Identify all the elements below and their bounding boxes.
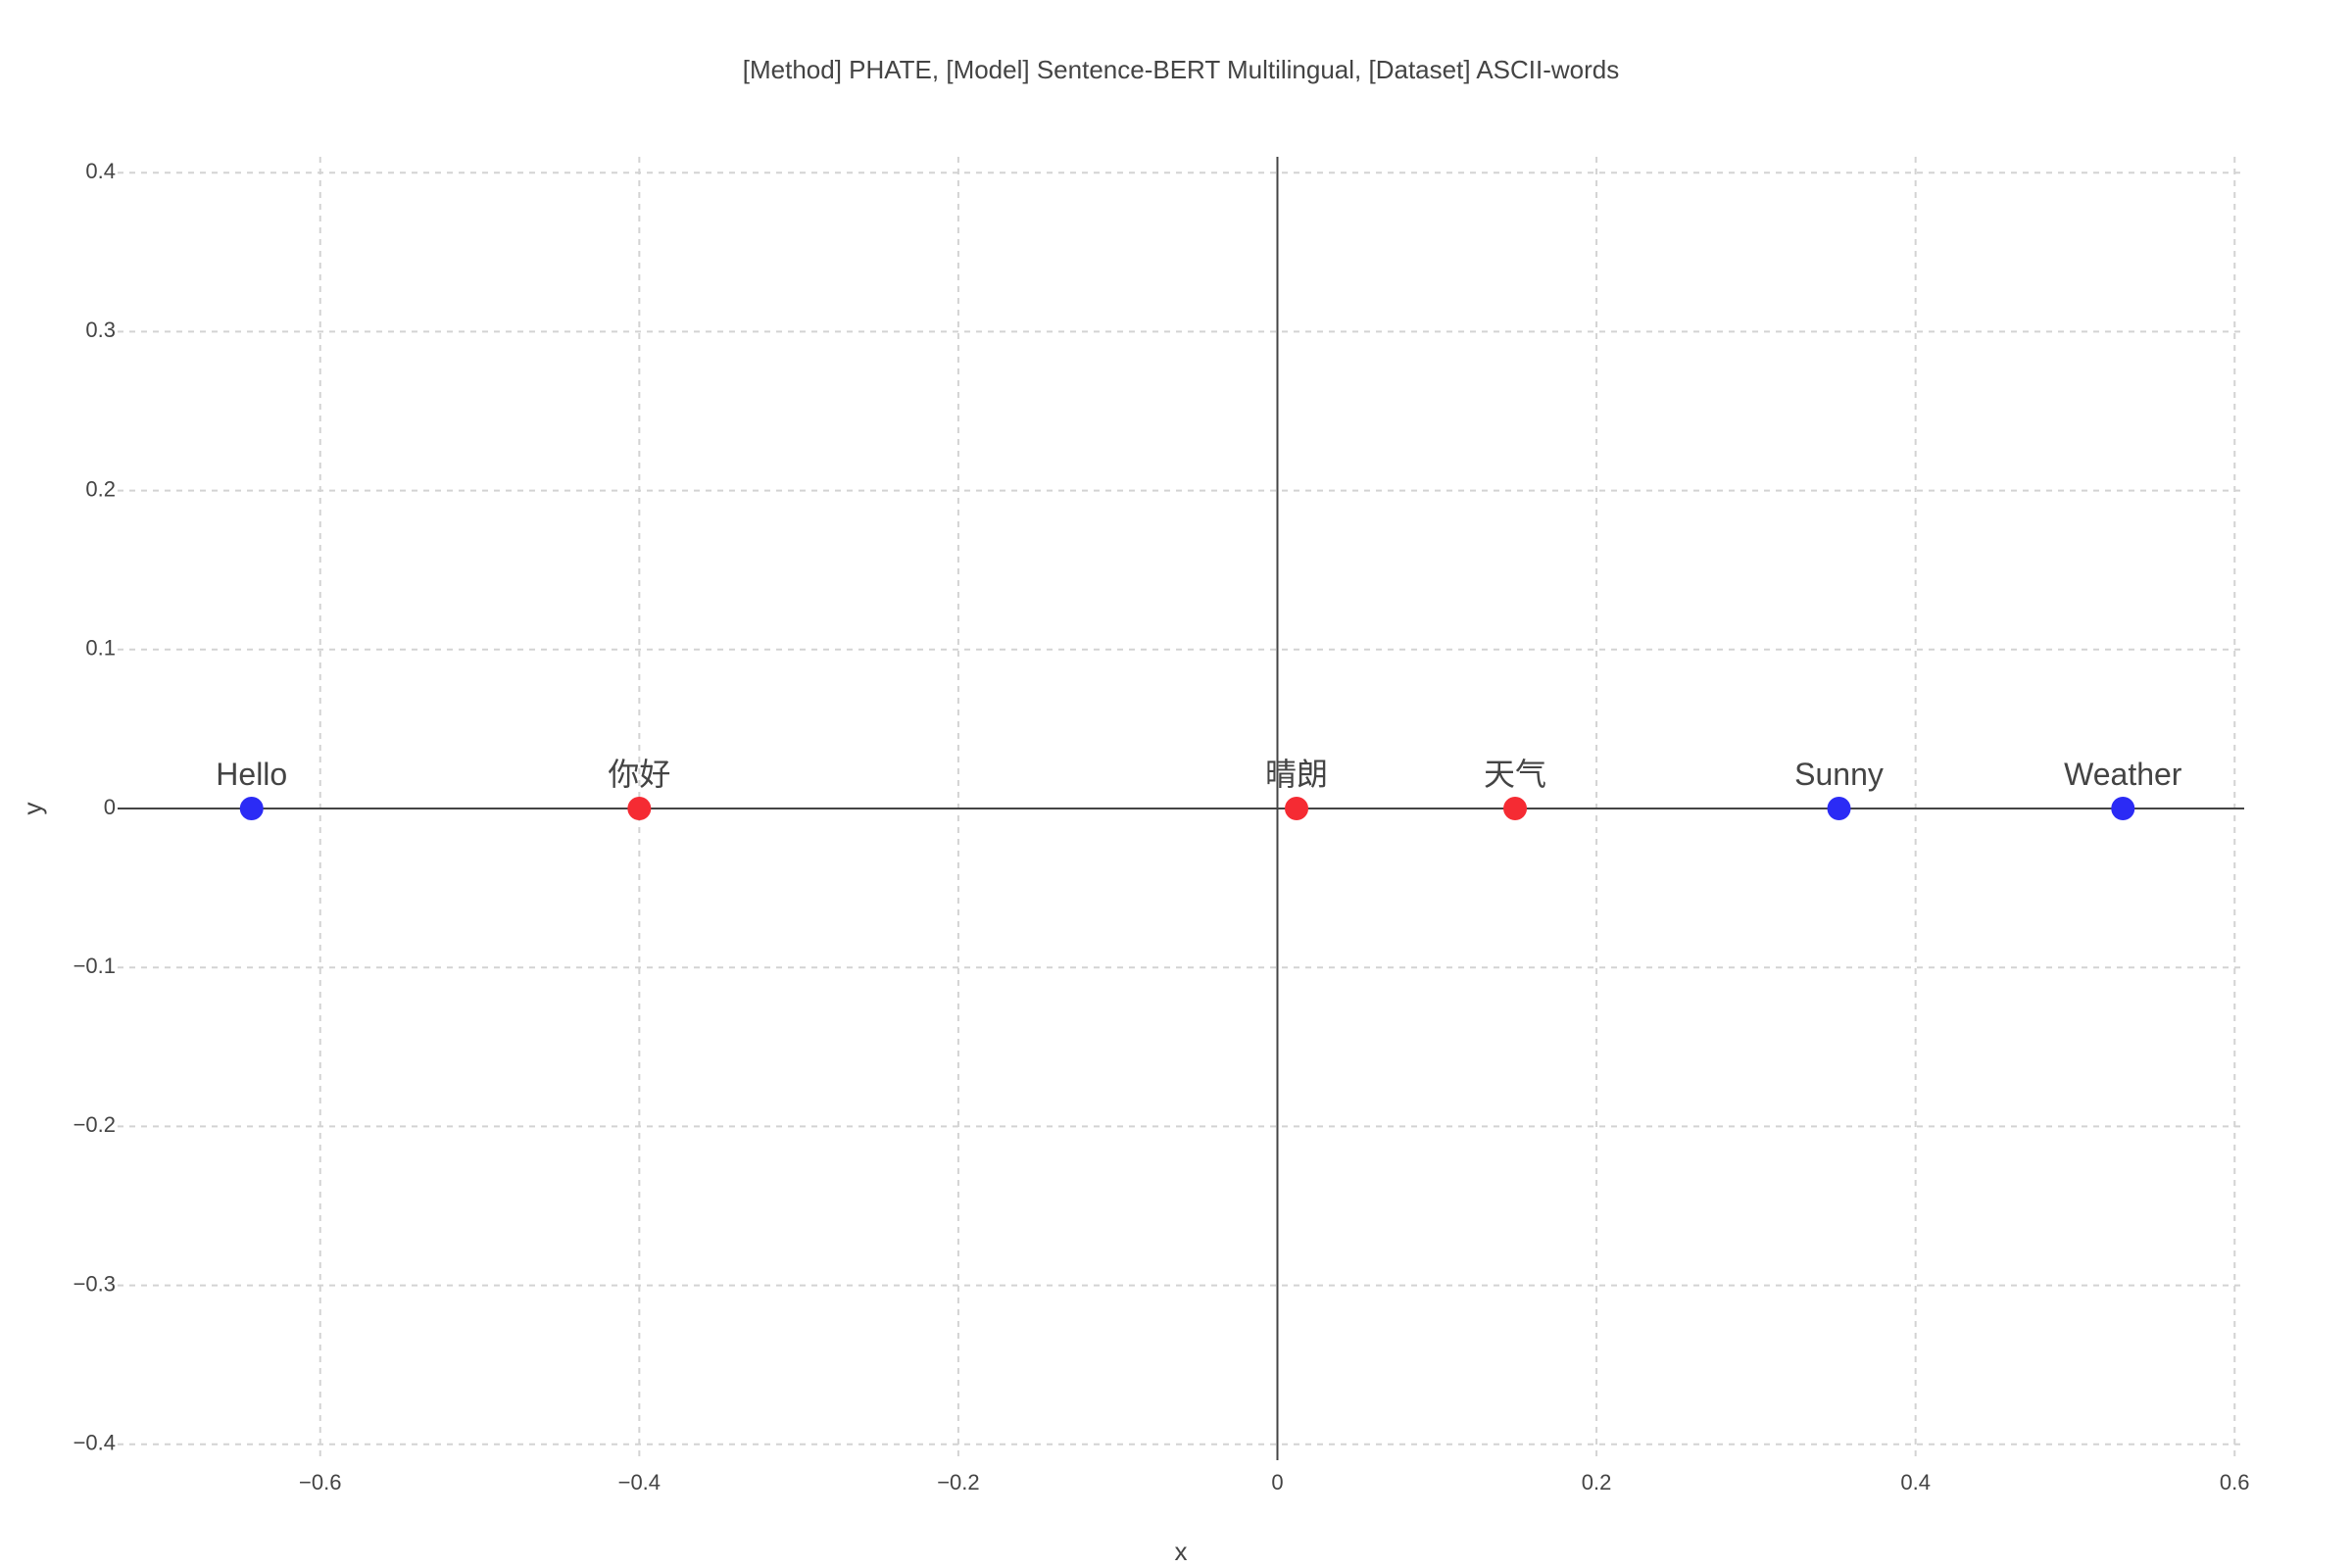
point-label: 晴朗 [1265,757,1328,792]
x-tick-label: 0.6 [2220,1470,2250,1494]
y-tick-label: 0 [104,795,116,819]
data-point[interactable] [1285,797,1309,820]
data-point[interactable] [239,797,264,820]
y-axis-ticks: 0.4 0.3 0.2 0.1 0 −0.1 −0.2 −0.3 −0.4 [74,159,116,1455]
data-point[interactable] [1503,797,1528,820]
x-tick-label: −0.4 [618,1470,661,1494]
chart-title: [Method] PHATE, [Model] Sentence-BERT Mu… [743,55,1620,84]
y-tick-label: 0.4 [85,159,116,183]
point-label: Hello [216,757,287,792]
data-point[interactable] [2111,797,2135,820]
y-tick-label: 0.2 [85,476,116,501]
x-axis-ticks: −0.6 −0.4 −0.2 0 0.2 0.4 0.6 [299,1470,2250,1494]
y-tick-label: 0.3 [85,318,116,342]
y-tick-label: −0.4 [74,1431,116,1455]
point-label: Sunny [1794,757,1884,792]
y-tick-label: 0.1 [85,636,116,661]
point-label: 天气 [1484,757,1546,792]
y-tick-label: −0.3 [74,1271,116,1296]
y-axis-title: y [18,803,47,815]
zero-lines [118,157,2244,1460]
data-point[interactable] [1827,797,1851,820]
data-points: Hello 你好 晴朗 天气 Sunny Weather [216,757,2182,820]
x-tick-label: 0.2 [1582,1470,1612,1494]
x-tick-label: −0.6 [299,1470,341,1494]
y-tick-label: −0.2 [74,1112,116,1137]
data-point[interactable] [627,797,652,820]
y-tick-label: −0.1 [74,954,116,978]
point-label: Weather [2064,757,2182,792]
x-axis-title: x [1175,1537,1188,1566]
x-tick-label: 0 [1271,1470,1283,1494]
x-tick-label: −0.2 [937,1470,979,1494]
x-tick-label: 0.4 [1900,1470,1931,1494]
point-label: 你好 [608,757,670,792]
